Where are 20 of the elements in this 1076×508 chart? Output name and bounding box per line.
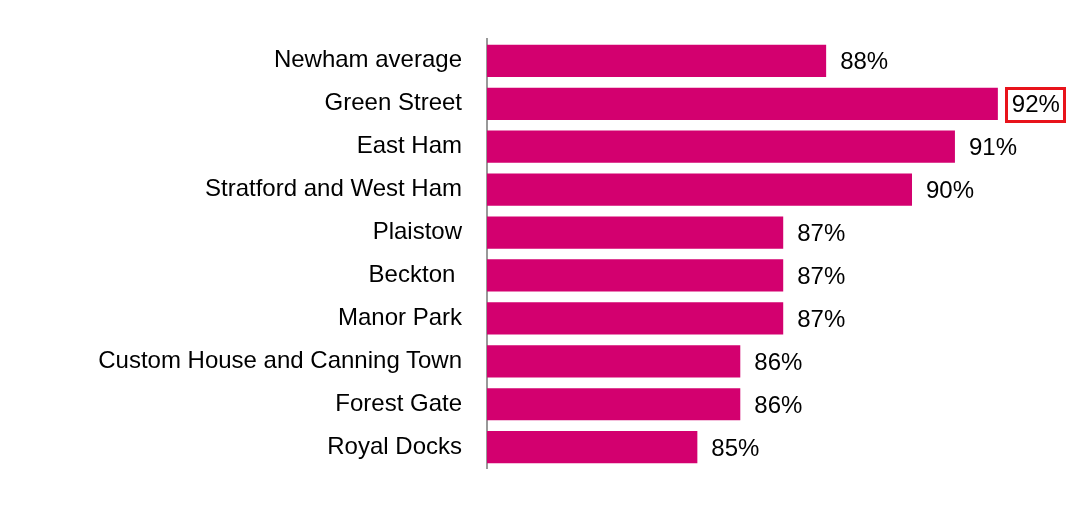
y-tick-label: Newham average (273, 45, 462, 73)
data-label: 92% (1011, 90, 1060, 118)
y-tick-label: Beckton (368, 260, 462, 288)
y-tick-label: Manor Park (337, 303, 463, 331)
y-tick-label: Stratford and West Ham (205, 174, 462, 202)
y-tick-label: East Ham (356, 131, 462, 159)
y-tick-label: Custom House and Canning Town (98, 345, 462, 373)
y-tick-label: Green Street (324, 88, 463, 116)
y-tick-label: Royal Docks (327, 431, 462, 459)
data-label: 87% (797, 219, 846, 247)
data-label: 88% (840, 47, 889, 75)
data-label: 85% (711, 433, 760, 461)
data-label: 90% (926, 176, 975, 204)
data-label: 86% (754, 390, 803, 418)
data-label: 91% (968, 133, 1017, 161)
y-tick-label: Forest Gate (335, 388, 462, 416)
y-tick-label: Plaistow (372, 217, 463, 245)
data-label: 87% (797, 262, 846, 290)
data-label: 86% (754, 347, 803, 375)
data-label: 87% (797, 305, 846, 333)
